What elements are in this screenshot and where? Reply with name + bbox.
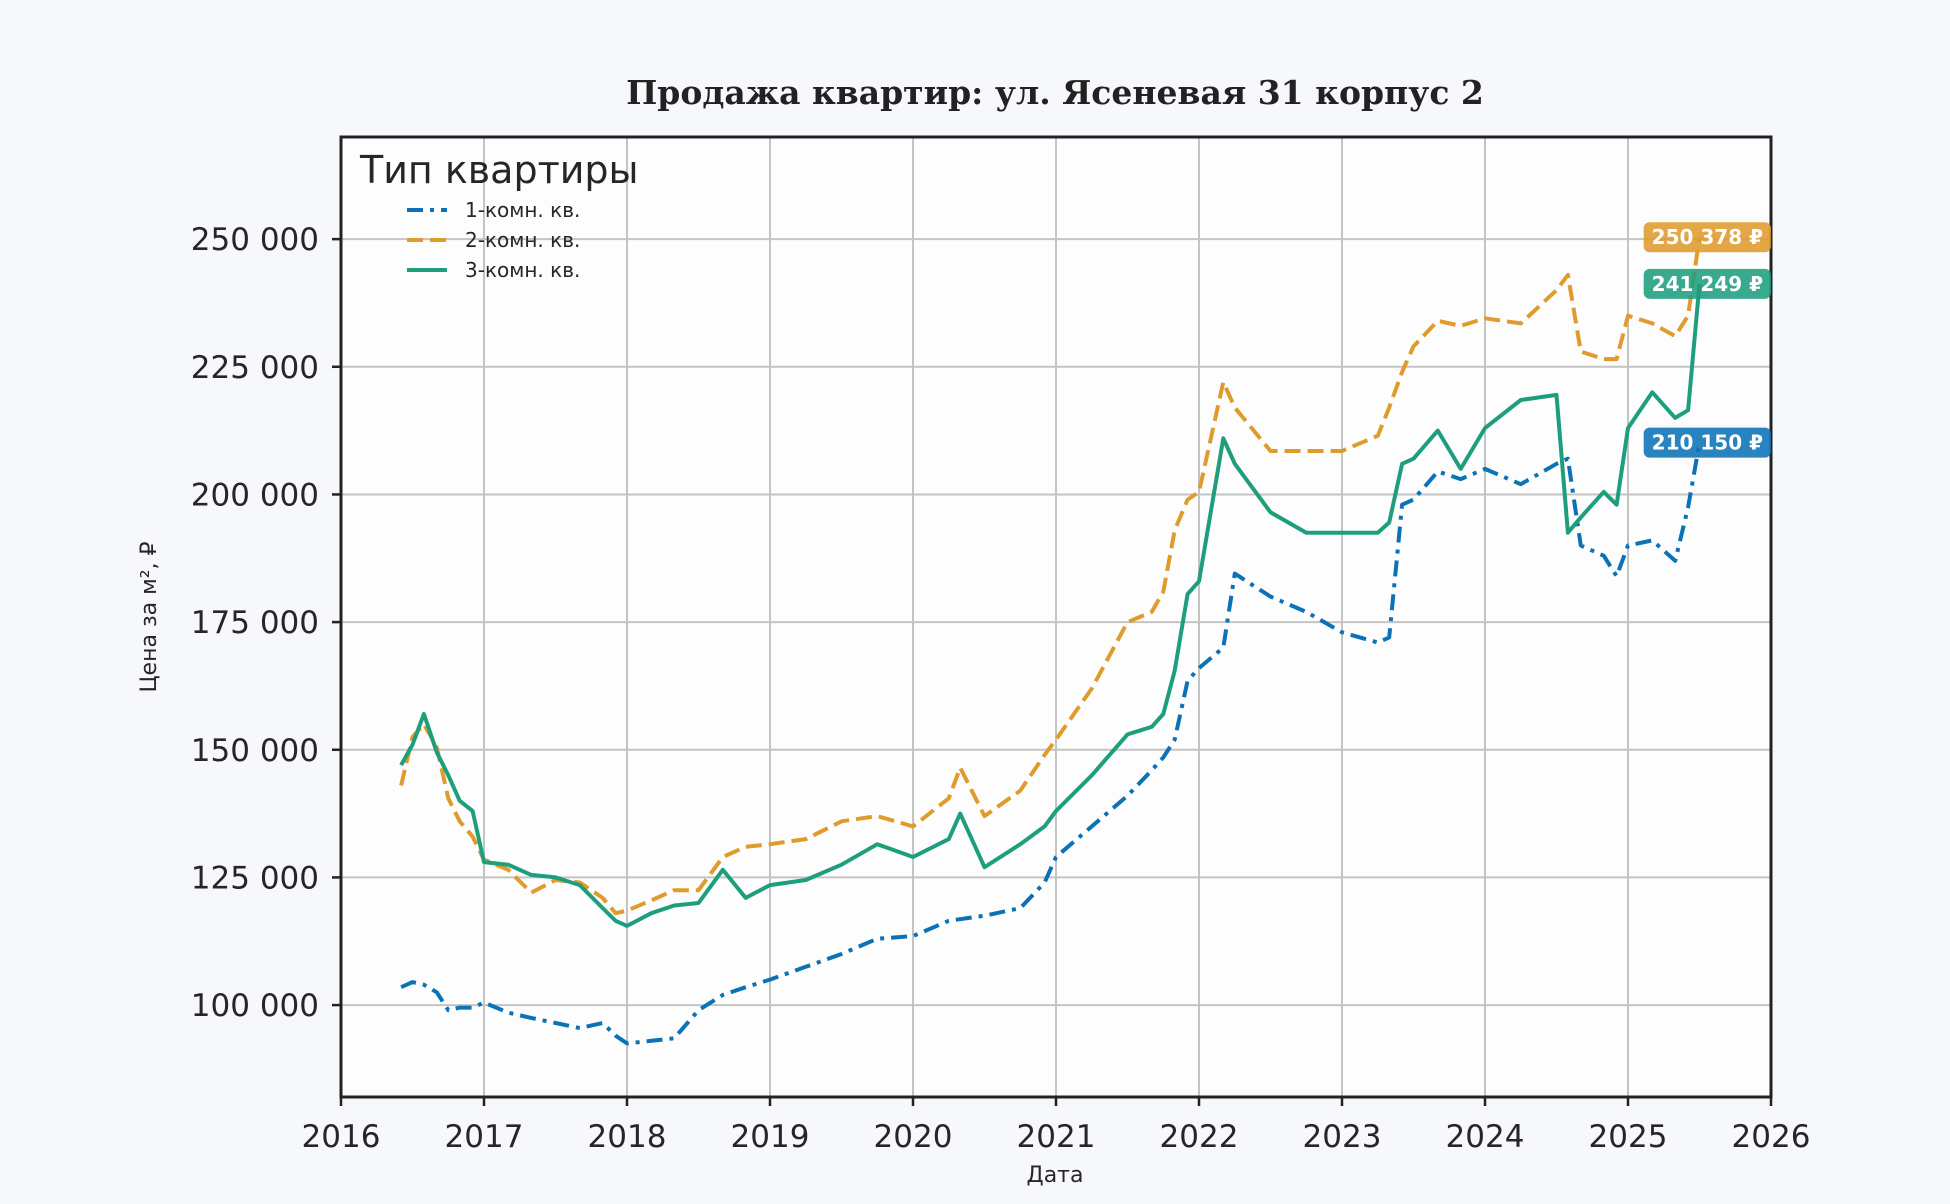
y-tick-label: 250 000: [191, 222, 319, 258]
y-tick-label: 125 000: [191, 860, 319, 896]
x-tick-label: 2018: [588, 1119, 667, 1155]
series-end-label: 250 378 ₽: [1643, 222, 1771, 253]
x-tick-label: 2025: [1589, 1119, 1668, 1155]
y-axis-label: Цена за м², ₽: [137, 541, 162, 692]
series-line: [399, 236, 1702, 916]
end-label-box: [1643, 427, 1771, 458]
end-label-text: 250 378 ₽: [1652, 225, 1763, 249]
legend-title: Тип квартиры: [359, 148, 639, 192]
end-label-box: [1643, 222, 1771, 253]
x-tick-label: 2019: [731, 1119, 810, 1155]
x-tick-label: 2017: [445, 1119, 524, 1155]
end-labels: 210 150 ₽ 250 378 ₽ 241 249 ₽: [1643, 222, 1771, 458]
series-lines: [399, 236, 1702, 1046]
x-tick-label: 2023: [1303, 1119, 1382, 1155]
x-tick-label: 2016: [302, 1119, 381, 1155]
series-line: [399, 283, 1702, 928]
x-tick-label: 2026: [1732, 1119, 1811, 1155]
x-tick-label: 2021: [1017, 1119, 1096, 1155]
series-end-label: 241 249 ₽: [1643, 268, 1771, 299]
series-end-label: 210 150 ₽: [1643, 427, 1771, 458]
x-tick-label: 2020: [874, 1119, 953, 1155]
y-tick-label: 225 000: [191, 350, 319, 386]
legend-items: 1-комн. кв. 2-комн. кв. 3-комн. кв.: [407, 198, 580, 282]
y-tick-label: 175 000: [191, 605, 319, 641]
legend-label: 2-комн. кв.: [465, 228, 580, 252]
x-tick-label: 2024: [1446, 1119, 1525, 1155]
x-tick-label: 2022: [1160, 1119, 1239, 1155]
chart-title: Продажа квартир: ул. Ясеневая 31 корпус …: [626, 73, 1484, 112]
series-line: [400, 442, 1702, 1046]
end-label-text: 241 249 ₽: [1652, 272, 1763, 296]
end-label-box: [1643, 268, 1771, 299]
y-tick-label: 200 000: [191, 477, 319, 513]
end-label-text: 210 150 ₽: [1652, 431, 1763, 455]
legend-label: 3-комн. кв.: [465, 258, 580, 282]
y-tick-label: 100 000: [191, 988, 319, 1024]
x-axis-label: Дата: [1027, 1163, 1084, 1188]
y-tick-label: 150 000: [191, 733, 319, 769]
legend: Тип квартиры 1-комн. кв. 2-комн. кв. 3-ком…: [359, 148, 639, 282]
legend-label: 1-комн. кв.: [465, 198, 580, 222]
ticks: 2016 2017 2018 2019 2020 2021 2022 2023 2024 2025…: [191, 222, 1811, 1155]
